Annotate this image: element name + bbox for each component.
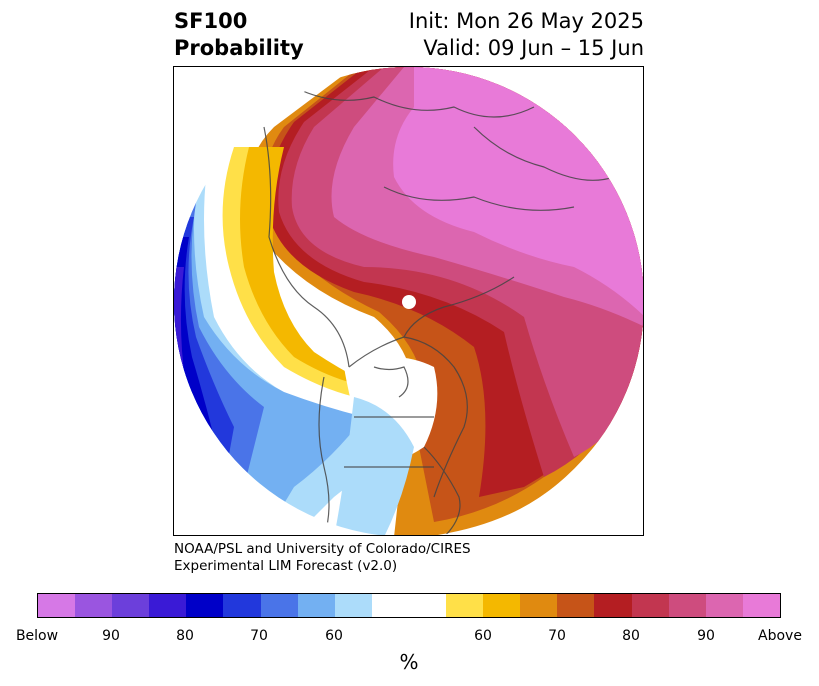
data-credit: NOAA/PSL and University of Colorado/CIRE… bbox=[174, 541, 471, 575]
colorbar-segment bbox=[297, 594, 335, 617]
colorbar-segment bbox=[705, 594, 743, 617]
colorbar-units: % bbox=[399, 650, 419, 674]
colorbar-tick-label: 80 bbox=[176, 628, 194, 644]
init-date: Init: Mon 26 May 2025 bbox=[408, 9, 644, 33]
probability-field bbox=[174, 67, 643, 535]
variable-name: SF100 bbox=[174, 9, 248, 33]
colorbar-segment bbox=[75, 594, 113, 617]
credit-line-2: Experimental LIM Forecast (v2.0) bbox=[174, 558, 398, 574]
colorbar-tick-label: 60 bbox=[325, 628, 343, 644]
map-canvas bbox=[174, 67, 643, 535]
colorbar-segment bbox=[520, 594, 558, 617]
colorbar-tick-label: 90 bbox=[102, 628, 120, 644]
figure-title-right: Init: Mon 26 May 2025 Valid: 09 Jun – 15… bbox=[409, 8, 644, 62]
polar-map bbox=[173, 66, 644, 536]
figure-title-left: SF100 Probability bbox=[174, 8, 304, 62]
colorbar-tick-label: 70 bbox=[548, 628, 566, 644]
valid-period: Valid: 09 Jun – 15 Jun bbox=[423, 36, 644, 60]
credit-line-1: NOAA/PSL and University of Colorado/CIRE… bbox=[174, 541, 471, 557]
colorbar-segment bbox=[38, 594, 76, 617]
coastlines bbox=[263, 86, 615, 535]
colorbar bbox=[37, 593, 781, 618]
colorbar-segment bbox=[186, 594, 224, 617]
colorbar-tick-label: 70 bbox=[250, 628, 268, 644]
colorbar-segment bbox=[260, 594, 298, 617]
colorbar-segment bbox=[112, 594, 150, 617]
variable-type: Probability bbox=[174, 36, 304, 60]
colorbar-segment bbox=[631, 594, 669, 617]
colorbar-tick-label: 80 bbox=[622, 628, 640, 644]
colorbar-tick-label: 90 bbox=[697, 628, 715, 644]
colorbar-tick-label: Above bbox=[758, 628, 802, 644]
north-pole-marker bbox=[402, 295, 416, 309]
colorbar-tick-label: Below bbox=[15, 628, 59, 644]
colorbar-segment bbox=[594, 594, 632, 617]
colorbar-segment bbox=[483, 594, 521, 617]
colorbar-segment bbox=[557, 594, 595, 617]
colorbar-segment bbox=[742, 594, 780, 617]
colorbar-tick-label: 60 bbox=[474, 628, 492, 644]
colorbar-segment bbox=[334, 594, 372, 617]
colorbar-segment bbox=[371, 594, 409, 617]
colorbar-segment bbox=[668, 594, 706, 617]
colorbar-segment bbox=[223, 594, 261, 617]
colorbar-segment bbox=[408, 594, 447, 617]
colorbar-segment bbox=[149, 594, 187, 617]
colorbar-segment bbox=[446, 594, 484, 617]
